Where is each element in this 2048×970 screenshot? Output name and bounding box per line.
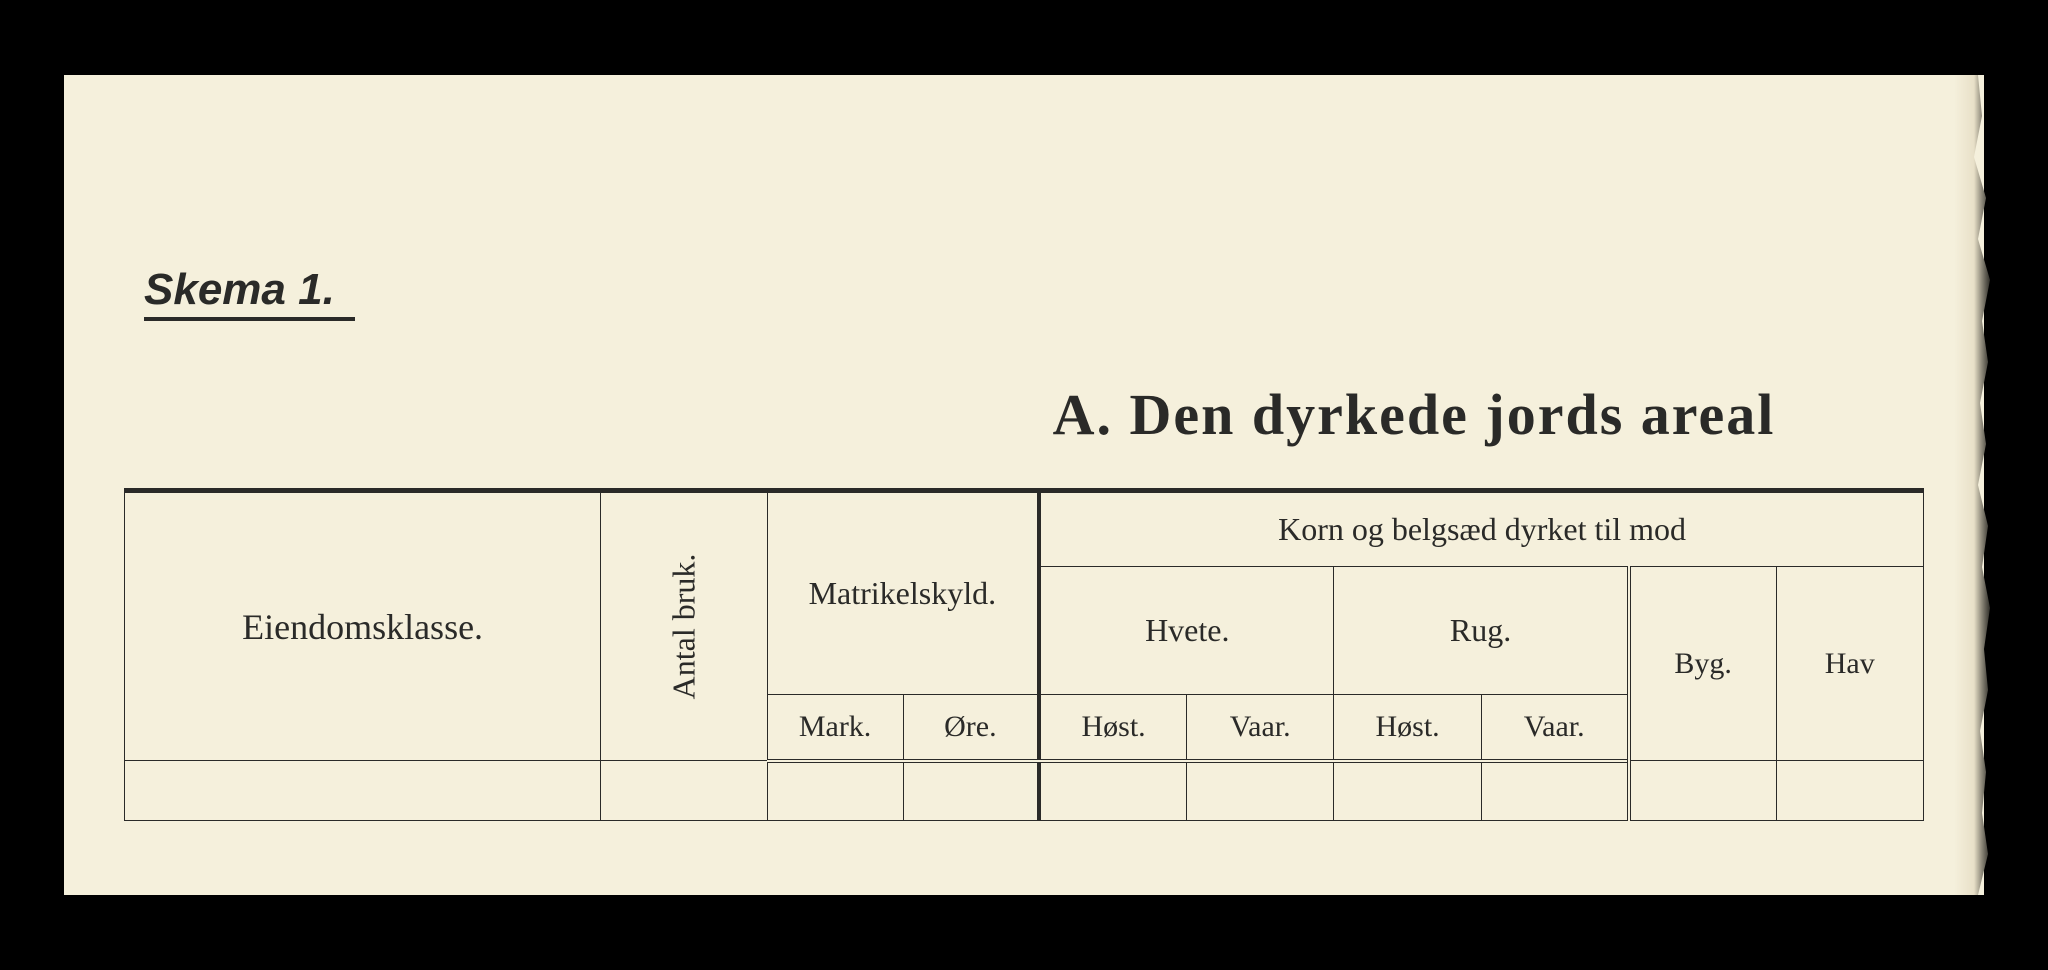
col-antal-bruk: Antal bruk. [601,491,767,761]
col-korn-header: Korn og belgsæd dyrket til mod [1039,491,1923,567]
table-body [125,761,1924,821]
col-rug: Rug. [1334,567,1629,695]
col-eiendomsklasse: Eiendomsklasse. [125,491,601,761]
main-title: A. Den dyrkede jords areal [844,381,1984,448]
cell-rug-vaar [1481,761,1628,821]
cell-hvete-vaar [1187,761,1334,821]
table-row [125,761,1924,821]
col-hvete: Hvete. [1039,567,1334,695]
col-matrikelskyld: Matrikelskyld. [767,491,1039,695]
col-hvete-vaar: Vaar. [1187,694,1334,761]
cell-rug-host [1334,761,1481,821]
cell-eiendom [125,761,601,821]
cell-hvete-host [1039,761,1186,821]
table-container: Eiendomsklasse. Antal bruk. Matrikelskyl… [64,488,1984,821]
col-rug-vaar: Vaar. [1481,694,1628,761]
data-table: Eiendomsklasse. Antal bruk. Matrikelskyl… [124,488,1924,821]
col-hav: Hav [1776,567,1923,761]
col-mark: Mark. [767,694,903,761]
table-header: Eiendomsklasse. Antal bruk. Matrikelskyl… [125,491,1924,761]
cell-hav [1776,761,1923,821]
header-row-1: Eiendomsklasse. Antal bruk. Matrikelskyl… [125,491,1924,567]
col-byg: Byg. [1629,567,1776,761]
cell-ore [903,761,1039,821]
col-hvete-host: Høst. [1039,694,1186,761]
cell-mark [767,761,903,821]
antal-bruk-label: Antal bruk. [665,554,702,700]
cell-byg [1629,761,1776,821]
skema-label: Skema 1. [144,265,355,321]
col-rug-host: Høst. [1334,694,1481,761]
col-ore: Øre. [903,694,1039,761]
torn-edge-decoration [1954,75,1994,895]
cell-antal [601,761,767,821]
document-page: Skema 1. A. Den dyrkede jords areal Eien… [64,75,1984,895]
